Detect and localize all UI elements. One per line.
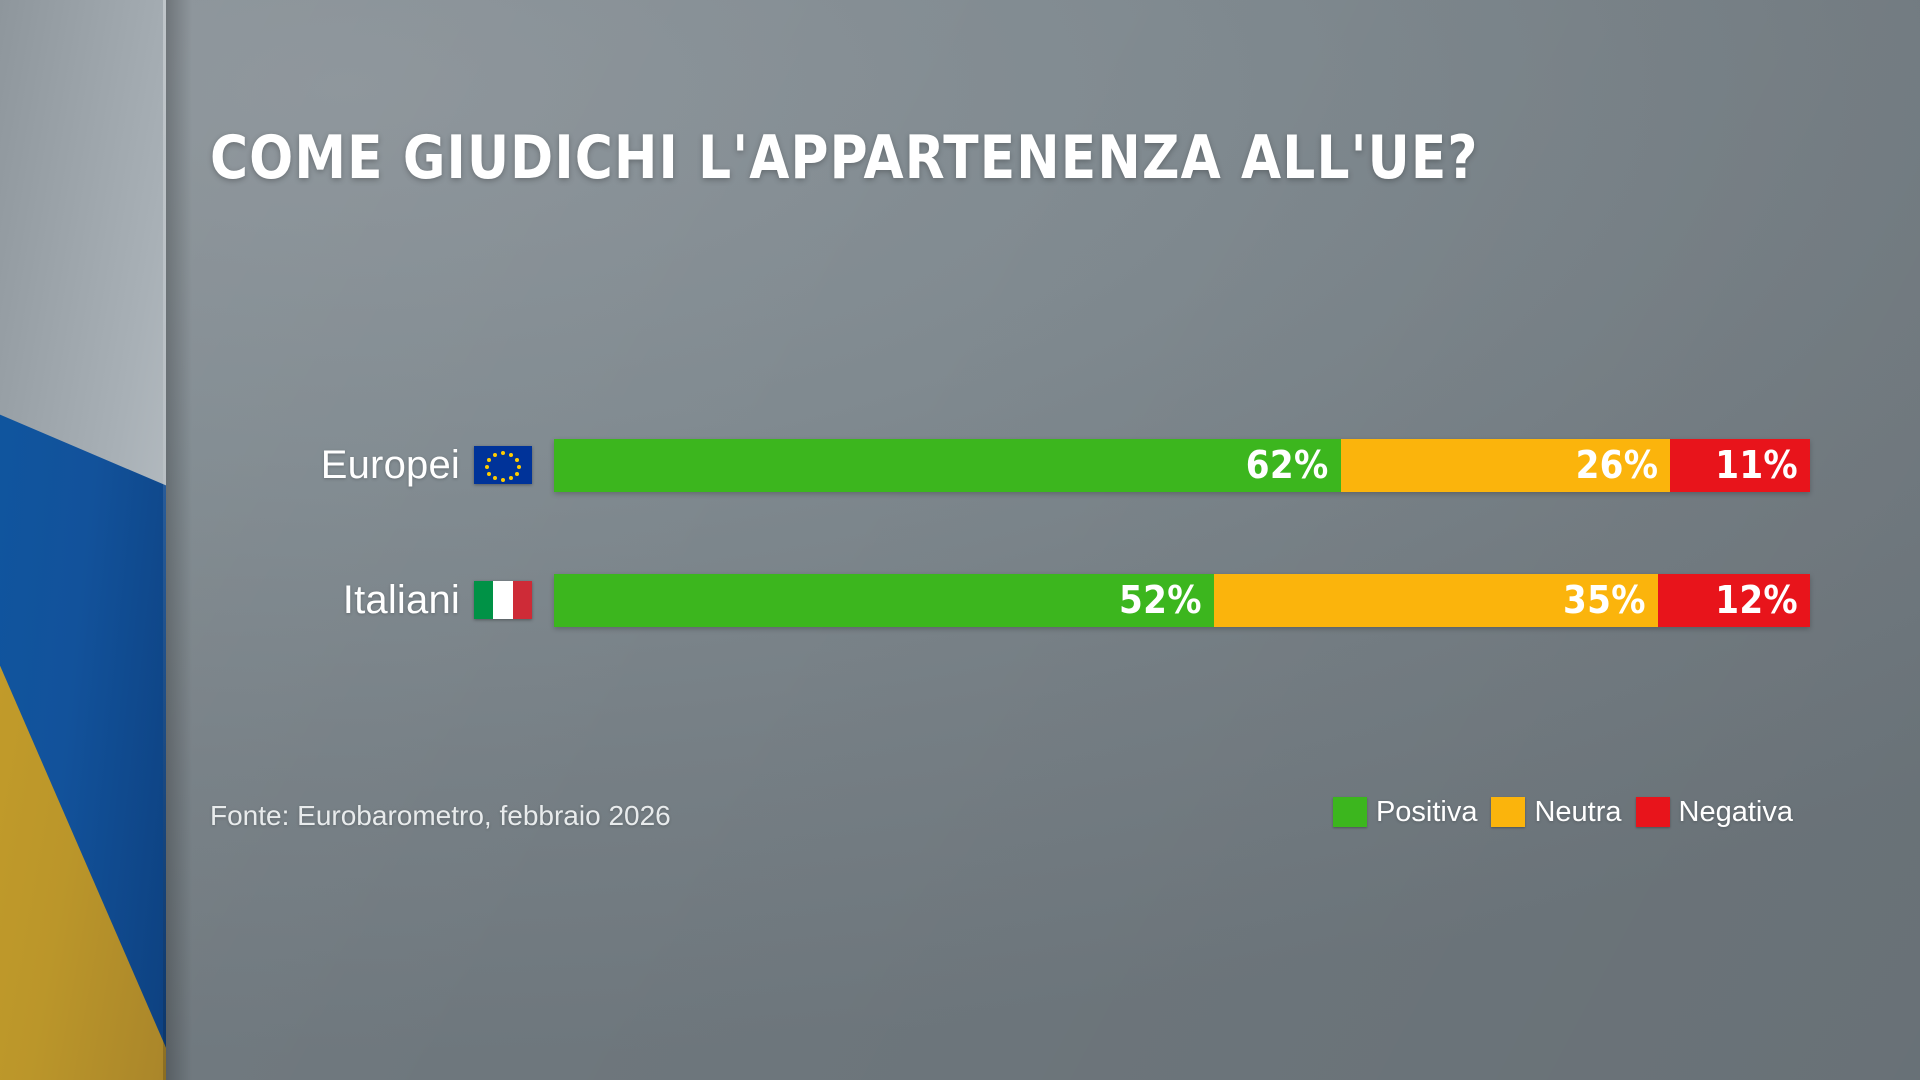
italy-flag-icon (474, 581, 532, 619)
left-decorative-panel (0, 0, 166, 1080)
legend-label-neutra: Neutra (1534, 795, 1622, 828)
legend-item-positiva: Positiva (1332, 795, 1478, 828)
row-label-europei: Europei (320, 443, 460, 487)
bar-segment-positiva: 62% (554, 438, 1341, 492)
bar-segment-negativa: 12% (1657, 573, 1810, 627)
eu-flag-icon (474, 446, 532, 484)
panel-drop-shadow (166, 0, 192, 1080)
bar-segment-negativa: 11% (1670, 438, 1810, 492)
stacked-bar-europei: 62% 26% 11% (554, 438, 1810, 492)
legend-label-negativa: Negativa (1678, 795, 1793, 828)
bar-segment-neutra: 35% (1213, 573, 1658, 627)
bar-segment-positiva: 52% (554, 573, 1214, 627)
legend-swatch-negativa (1635, 797, 1670, 827)
chart-row-italiani: Italiani 52% 35% 12% (210, 572, 1810, 628)
bar-segment-neutra: 26% (1340, 438, 1671, 492)
legend-swatch-positiva (1332, 797, 1367, 827)
stacked-bar-italiani: 52% 35% 12% (554, 573, 1810, 627)
legend-swatch-neutra (1491, 797, 1526, 827)
panel-edge-highlight (163, 0, 166, 1080)
row-label-italiani: Italiani (342, 578, 460, 622)
chart-row-europei: Europei 62% 26% 11% (210, 437, 1810, 493)
source-note: Fonte: Eurobarometro, febbraio 2026 (210, 800, 671, 831)
legend-item-negativa: Negativa (1635, 795, 1793, 828)
legend-item-neutra: Neutra (1491, 795, 1622, 828)
legend: Positiva Neutra Negativa (1332, 795, 1793, 828)
page-title: COME GIUDICHI L'APPARTENENZA ALL'UE? (210, 123, 1479, 193)
legend-label-positiva: Positiva (1375, 795, 1478, 828)
